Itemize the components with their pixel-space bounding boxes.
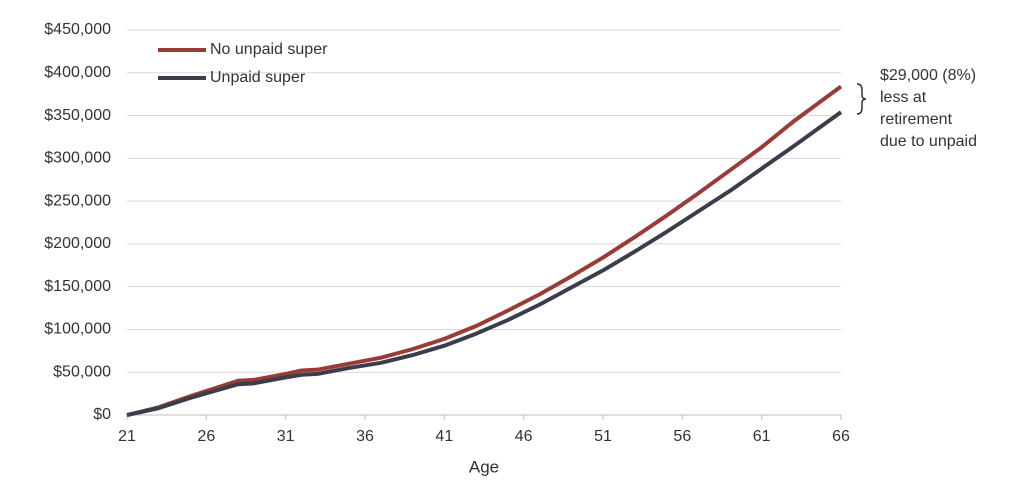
- x-tick-label: 41: [435, 428, 453, 445]
- y-tick-label: $0: [93, 406, 111, 423]
- y-tick-label: $350,000: [44, 107, 111, 124]
- y-tick-label: $50,000: [53, 363, 111, 380]
- x-tick-label: 51: [594, 428, 612, 445]
- y-tick-label: $250,000: [44, 192, 111, 209]
- x-tick-label: 66: [832, 428, 850, 445]
- annotation-text: $29,000 (8%): [880, 67, 976, 84]
- x-tick-label: 56: [673, 428, 691, 445]
- annotation-bracket: [856, 83, 867, 115]
- y-tick-label: $100,000: [44, 321, 111, 338]
- legend-label: Unpaid super: [210, 69, 306, 86]
- annotation-text: less at: [880, 89, 927, 106]
- series-line: [126, 110, 843, 417]
- series-line: [126, 84, 843, 417]
- x-tick-label: 61: [753, 428, 771, 445]
- x-tick-label: 31: [277, 428, 295, 445]
- y-tick-label: $150,000: [44, 278, 111, 295]
- y-tick-label: $200,000: [44, 235, 111, 252]
- x-tick-label: 46: [515, 428, 533, 445]
- y-tick-label: $450,000: [44, 21, 111, 38]
- x-tick-label: 36: [356, 428, 374, 445]
- x-axis-title: Age: [469, 457, 499, 476]
- x-tick-label: 26: [197, 428, 215, 445]
- x-tick-label: 21: [118, 428, 136, 445]
- annotation-text: due to unpaid: [880, 133, 977, 150]
- annotation-text: retirement: [880, 111, 953, 128]
- legend-label: No unpaid super: [210, 41, 328, 58]
- y-tick-label: $300,000: [44, 150, 111, 167]
- y-tick-label: $400,000: [44, 64, 111, 81]
